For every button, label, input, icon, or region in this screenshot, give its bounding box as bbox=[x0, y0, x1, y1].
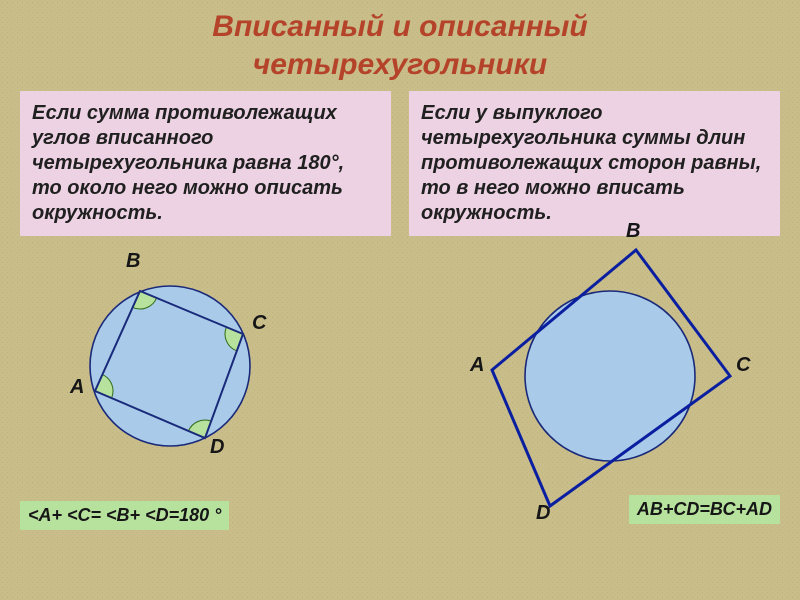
vertex-label-C: C bbox=[252, 312, 266, 335]
circumscribed-theorem-text: Если у выпуклого четырехугольника суммы … bbox=[421, 102, 761, 224]
title-line1: Вписанный и описанный bbox=[0, 8, 800, 46]
vertex-label-B: B bbox=[126, 250, 140, 273]
title-line2: четырехугольники bbox=[0, 46, 800, 84]
formula-label: <А+ <С= <В+ <D=180 ° bbox=[20, 501, 229, 530]
vertex-label-D: D bbox=[210, 436, 224, 459]
inscribed-svg bbox=[20, 236, 400, 506]
circumscribed-svg bbox=[420, 236, 800, 536]
inscribed-theorem-text: Если сумма противолежащих углов вписанно… bbox=[32, 102, 344, 224]
inscribed-theorem-box: Если сумма противолежащих углов вписанно… bbox=[20, 91, 391, 236]
vertex-label-D: D bbox=[536, 502, 550, 525]
vertex-label-A: A bbox=[470, 354, 484, 377]
inscribed-diagram: A B C D <А+ <С= <В+ <D=180 ° bbox=[20, 236, 400, 546]
vertex-label-C: C bbox=[736, 354, 750, 377]
diagram-row: A B C D <А+ <С= <В+ <D=180 ° A B C D АВ+СD=ВС+АD bbox=[0, 236, 800, 546]
formula-label: АВ+СD=ВС+АD bbox=[629, 495, 780, 524]
slide-title: Вписанный и описанный четырехугольники bbox=[0, 0, 800, 83]
vertex-label-A: A bbox=[70, 376, 84, 399]
vertex-label-B: B bbox=[626, 220, 640, 243]
circumscribed-diagram: ABCDАВ+СD=ВС+АD bbox=[420, 236, 800, 546]
text-columns: Если сумма противолежащих углов вписанно… bbox=[0, 83, 800, 236]
circumscribed-theorem-box: Если у выпуклого четырехугольника суммы … bbox=[409, 91, 780, 236]
